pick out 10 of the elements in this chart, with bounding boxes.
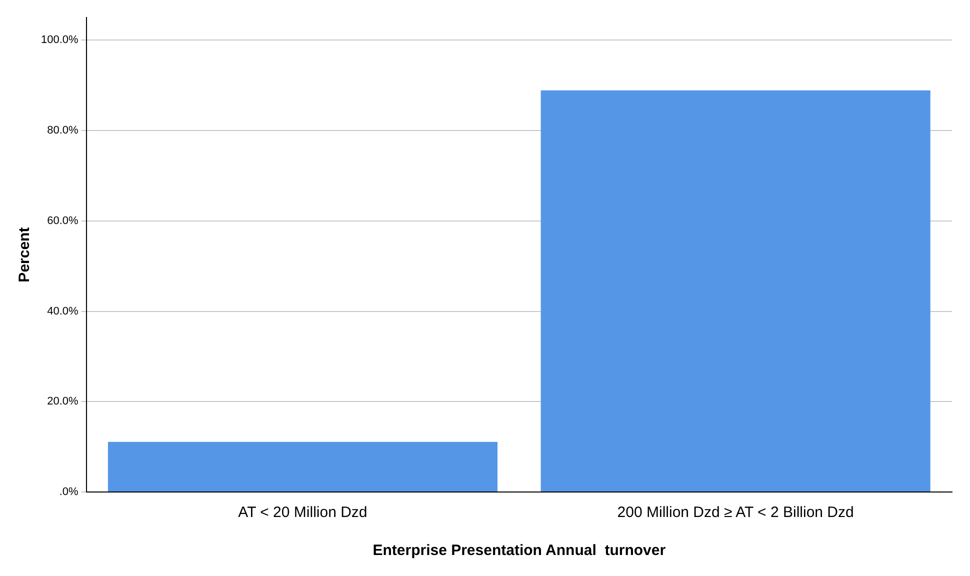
- y-axis-title: Percent: [16, 227, 34, 282]
- x-tick-label: 200 Million Dzd ≥ AT < 2 Billion Dzd: [617, 504, 854, 522]
- x-tick-label: AT < 20 Million Dzd: [238, 504, 368, 522]
- y-tick-label: 100.0%: [40, 34, 79, 46]
- y-tick-label: 20.0%: [47, 396, 79, 408]
- y-tick-label: 80.0%: [47, 124, 79, 137]
- x-axis-title: Enterprise Presentation Annual turnover: [372, 542, 666, 560]
- y-tick-label: 40.0%: [47, 305, 79, 318]
- y-tick-label: .0%: [59, 486, 79, 498]
- y-tick-label: 60.0%: [47, 214, 79, 227]
